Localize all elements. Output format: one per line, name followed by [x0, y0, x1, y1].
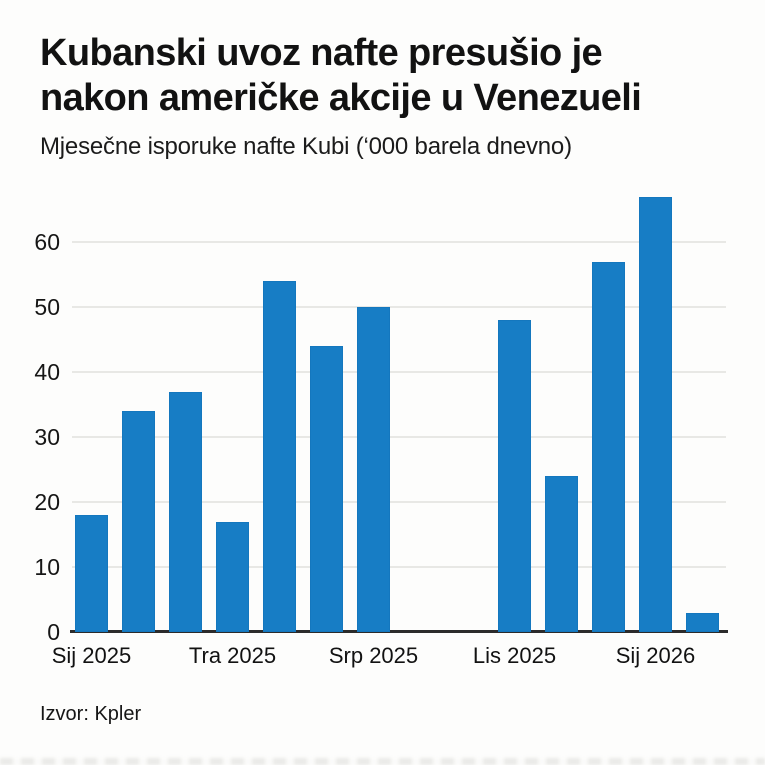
chart-title-line-2: nakon američke akcije u Venezueli	[40, 77, 642, 119]
bar	[498, 320, 531, 632]
bar	[310, 346, 343, 632]
chart-title: Kubanski uvoz nafte presušio je nakon am…	[40, 31, 642, 121]
y-tick-label: 10	[34, 554, 60, 580]
x-tick-label: Sij 2026	[615, 643, 696, 668]
bar	[686, 612, 719, 632]
y-tick-label: 20	[34, 489, 60, 515]
gridline	[72, 371, 726, 373]
bottom-smudge-band	[0, 758, 765, 765]
y-tick-label: 0	[47, 619, 60, 645]
bar	[263, 281, 296, 632]
gridline	[72, 306, 726, 308]
y-tick-label: 40	[34, 359, 60, 385]
y-tick-label: 50	[34, 294, 60, 320]
x-tick-label: Lis 2025	[472, 643, 557, 668]
x-tick-label: Tra 2025	[188, 643, 277, 668]
chart-subtitle: Mjesečne isporuke nafte Kubi (‘000 barel…	[40, 133, 572, 160]
bar	[545, 476, 578, 632]
plot-area	[70, 177, 728, 633]
bar	[216, 521, 249, 632]
x-tick-label: Sij 2025	[51, 643, 132, 668]
bar	[592, 261, 625, 632]
bar	[169, 391, 202, 632]
x-tick-label: Srp 2025	[328, 643, 419, 668]
chart-title-line-1: Kubanski uvoz nafte presušio je	[40, 32, 603, 74]
bar	[639, 196, 672, 632]
gridline	[72, 501, 726, 503]
y-tick-label: 30	[34, 424, 60, 450]
bar	[357, 307, 390, 632]
source-note: Izvor: Kpler	[40, 703, 142, 725]
gridline	[72, 241, 726, 243]
y-tick-label: 60	[34, 229, 60, 255]
gridline	[72, 436, 726, 438]
gridline	[72, 566, 726, 568]
bar	[75, 515, 108, 632]
bar	[122, 411, 155, 632]
x-axis-line	[70, 630, 728, 633]
